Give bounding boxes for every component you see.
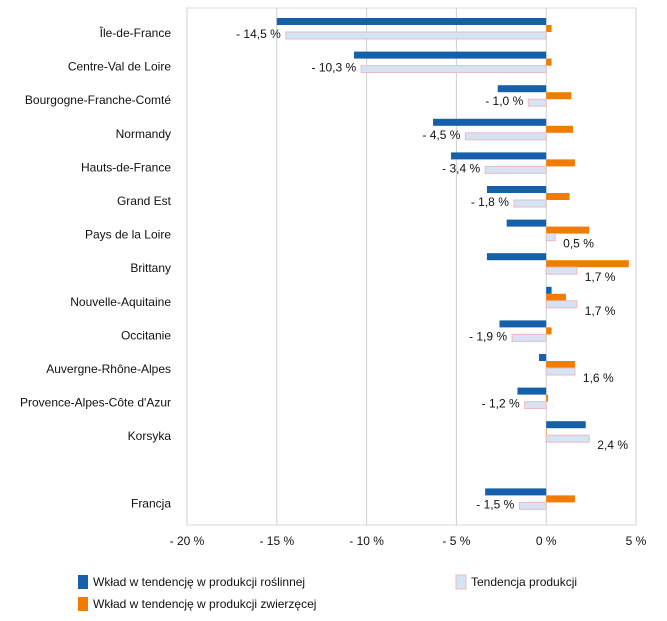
legend-label: Wkład w tendencję w produkcji roślinnej	[93, 575, 305, 589]
bar-series-2	[546, 25, 552, 32]
bar-series-2	[546, 428, 547, 436]
data-label: - 1,5 %	[476, 497, 514, 511]
legend-swatch	[78, 597, 88, 611]
bar-series-1	[276, 18, 547, 25]
data-label: 1,7 %	[585, 304, 616, 318]
category-label: Centre-Val de Loire	[68, 60, 171, 74]
legend-swatch	[78, 575, 88, 589]
bar-series-2	[546, 58, 552, 66]
category-label: Auvergne-Rhône-Alpes	[46, 362, 171, 376]
x-tick-label: - 15 %	[259, 534, 294, 548]
bar-series-3	[464, 132, 547, 141]
category-label: Grand Est	[117, 194, 172, 208]
bar-series-2	[546, 495, 575, 503]
data-label: - 4,5 %	[422, 128, 460, 142]
bar-series-3	[524, 401, 547, 410]
category-label: Nouvelle-Aquitaine	[70, 295, 171, 309]
bar-series-2	[546, 125, 574, 133]
bar-series-1	[486, 253, 547, 261]
bar-series-1	[485, 488, 547, 496]
category-label: Francja	[131, 496, 171, 510]
category-label: Hauts-de-France	[81, 160, 171, 174]
category-label: Brittany	[130, 261, 171, 275]
bar-series-3	[484, 165, 547, 174]
legend-label: Wkład w tendencję w produkcji zwierzęcej	[93, 597, 316, 611]
category-label: Provence-Alpes-Côte d'Azur	[20, 396, 171, 410]
category-label: Occitanie	[121, 328, 171, 342]
data-label: - 1,0 %	[485, 94, 523, 108]
data-label: 2,4 %	[597, 438, 628, 452]
bar-series-1	[433, 118, 547, 126]
data-label: 0,5 %	[563, 237, 594, 251]
bar-series-2	[546, 159, 575, 167]
data-label: - 14,5 %	[236, 27, 281, 41]
bar-series-3	[518, 501, 547, 510]
category-label: Bourgogne-Franche-Comté	[25, 93, 171, 107]
data-label: - 1,9 %	[469, 329, 507, 343]
bar-series-1	[517, 387, 547, 395]
bar-series-3	[285, 31, 547, 40]
data-labels: - 14,5 % - 10,3 % - 1,0 % - 4,5 % - 3,4 % - 1…	[236, 27, 628, 511]
bar-series-1	[486, 186, 547, 193]
bar-series-2	[546, 394, 548, 402]
bar-series-3	[513, 199, 547, 208]
category-label: Normandy	[116, 127, 171, 141]
category-label: Pays de la Loire	[85, 228, 171, 242]
x-tick-label: - 5 %	[442, 534, 470, 548]
x-tick-label: - 10 %	[349, 534, 384, 548]
category-label: Île-de-France	[99, 25, 172, 40]
data-label: - 10,3 %	[312, 61, 357, 75]
data-label: 1,6 %	[583, 371, 614, 385]
bar-series-3	[545, 367, 576, 376]
bar-series-1	[499, 320, 547, 328]
bar-series-2	[546, 260, 629, 268]
bar-series-3	[527, 98, 547, 107]
category-labels: Île-de-France Centre-Val de Loire Bourgogn…	[20, 25, 172, 510]
category-label: Korsyka	[128, 429, 172, 443]
data-label: - 3,4 %	[442, 161, 480, 175]
bar-series-3	[360, 65, 547, 74]
bar-series-1	[546, 286, 552, 294]
x-tick-label: 0 %	[536, 534, 557, 548]
bar-series-2	[546, 361, 575, 368]
x-tick-label: 5 %	[626, 534, 647, 548]
bar-series-2	[546, 327, 552, 335]
data-label: - 1,8 %	[471, 195, 509, 209]
x-tick-labels: - 20 % - 15 % - 10 % - 5 % 0 % 5 %	[170, 534, 647, 548]
bar-series-3	[511, 333, 547, 342]
bar-series-3	[545, 434, 590, 443]
legend-swatch	[455, 574, 467, 590]
bar-series-1	[497, 85, 547, 93]
bar-series-2	[546, 226, 590, 234]
legend-label: Tendencja produkcji	[471, 575, 577, 589]
bar-series-2	[546, 193, 570, 200]
bar-series-2	[546, 92, 572, 100]
bar-series-3	[545, 266, 578, 275]
bar-series-3	[545, 300, 578, 309]
bar-series-1	[546, 421, 586, 429]
bar-series-1	[539, 354, 547, 361]
bar-series-2	[546, 293, 566, 301]
data-label: - 1,2 %	[482, 397, 520, 411]
bars	[276, 18, 629, 510]
bar-series-1	[506, 219, 547, 227]
data-label: 1,7 %	[585, 270, 616, 284]
legend: Wkład w tendencję w produkcji roślinnej W…	[78, 574, 577, 611]
bar-series-3	[545, 233, 556, 242]
bar-series-1	[451, 152, 547, 160]
bar-series-1	[354, 51, 547, 59]
x-tick-label: - 20 %	[170, 534, 205, 548]
